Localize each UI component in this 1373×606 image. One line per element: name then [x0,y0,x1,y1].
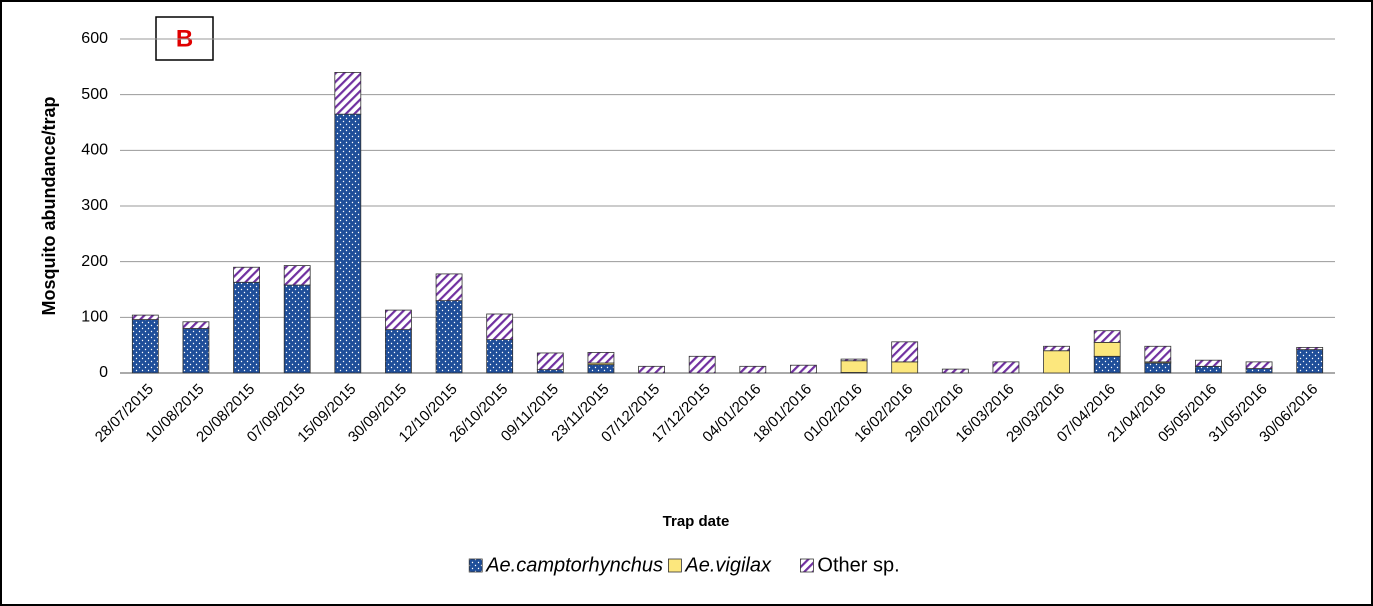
bar-segment [233,266,260,283]
bar-segment [992,361,1020,374]
legend-label: Ae.camptorhynchus [485,554,663,576]
bar-segment [840,358,868,362]
bar-segment [233,281,260,374]
bar-segment [1195,365,1222,374]
bar-segment [536,352,564,371]
bar-segment [435,300,463,374]
y-axis-label: Mosquito abundance/trap [39,96,59,315]
bar-segment [385,309,412,330]
bar-segment [1093,341,1121,357]
bar-segment [1296,346,1324,351]
bar-segment [1043,345,1070,352]
y-tick-label: 500 [81,86,108,103]
bar-segment [1144,362,1172,374]
bar-segment [385,329,412,374]
bar-segment [688,355,716,374]
y-tick-label: 400 [81,142,108,159]
bar-segment [334,72,362,115]
bar-segment [334,113,362,374]
bar-segment [283,284,311,374]
bar-segment [891,341,919,363]
bar-segment [486,339,514,374]
y-tick-label: 0 [99,364,108,381]
bar-segment [182,328,210,374]
bar-segment [1245,368,1273,374]
y-tick-label: 300 [81,197,108,214]
y-tick-label: 100 [81,309,108,326]
bar-segment [790,364,817,374]
bar-segment [840,360,868,373]
legend-swatch [800,558,814,573]
x-axis-label: Trap date [663,513,730,530]
bar-segment [638,365,665,374]
bar-segment [1195,359,1222,367]
bar-segment [587,364,615,374]
bar-segment [283,265,311,286]
bar-segment [941,368,969,374]
y-tick-label: 600 [81,30,108,47]
bar-segment [1245,361,1273,369]
legend-swatch [668,558,682,573]
y-tick-label: 200 [81,253,108,270]
bar-segment [131,314,159,320]
bar-segment [435,273,463,302]
bar-segment [1296,349,1324,374]
bar-segment [536,369,564,374]
legend-label: Ae.vigilax [684,554,772,576]
bar-segment [587,352,615,364]
legend-swatch [468,558,483,573]
bar-segment [131,319,159,374]
bar-segment [739,365,767,374]
bar-segment [1093,330,1121,343]
bar-segment [1043,350,1070,374]
bar-segment [182,321,210,329]
bar-segment [1093,355,1121,374]
bar-segment [891,361,919,374]
bar-segment [1144,345,1172,363]
legend-label: Other sp. [817,554,899,576]
bar-segment [486,313,514,341]
